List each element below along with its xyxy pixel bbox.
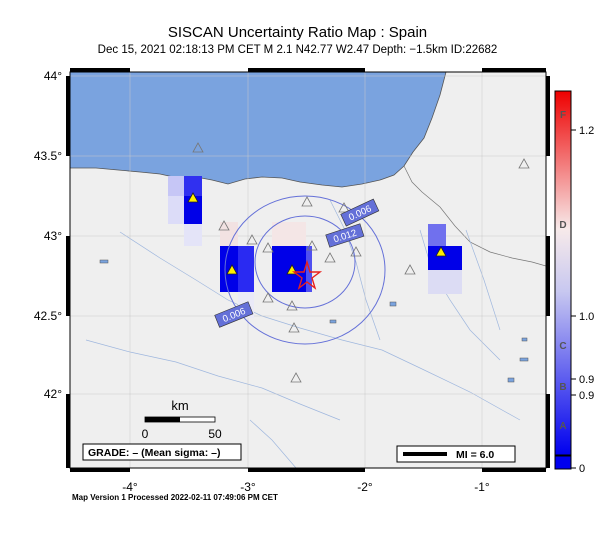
station-icon: [290, 372, 302, 383]
lon-tick-label: -3°: [240, 480, 256, 494]
station-icon: [324, 252, 336, 263]
station-icon: [338, 202, 350, 213]
colorbar-value: 1.2: [579, 125, 594, 137]
colorbar-value: 0.9: [579, 390, 594, 402]
reservoirs: [99, 259, 529, 383]
station-icon: [301, 196, 313, 207]
station-icon: [192, 142, 204, 153]
station-icon: [306, 240, 318, 251]
colorbar-letter: F: [560, 110, 566, 121]
lat-tick-label: 44°: [44, 69, 62, 83]
scale-title: km: [171, 398, 188, 413]
colorbar: F D C B A 1.2 1.0 0.9 0.9 0: [554, 90, 594, 475]
station-icon: [262, 242, 274, 253]
station-icon: [218, 220, 230, 231]
lat-tick-label: 43.5°: [34, 149, 62, 163]
lat-tick-label: 43°: [44, 229, 62, 243]
scale-tick-label: 50: [208, 427, 222, 441]
event-info: Dec 15, 2021 02:18:13 PM CET M 2.1 N42.7…: [97, 44, 498, 56]
lat-tick-label: 42.5°: [34, 309, 62, 323]
scale-bar: km 0 50: [142, 398, 222, 441]
epicenter-star-icon: [291, 259, 323, 290]
station-icon: [246, 234, 258, 245]
colorbar-letter: D: [559, 220, 566, 231]
grade-text: GRADE: – (Mean sigma: –): [88, 447, 220, 459]
station-icon: [262, 292, 274, 303]
grade-box: [82, 443, 242, 461]
station-icon: [286, 300, 298, 311]
station-icon: [518, 158, 530, 169]
used-station-icon: [226, 264, 238, 275]
colorbar-letter: B: [559, 382, 566, 393]
lon-tick-label: -4°: [122, 480, 138, 494]
uncertainty-cells: [168, 176, 462, 318]
station-icon: [288, 322, 300, 333]
lon-tick-label: -1°: [474, 480, 490, 494]
colorbar-value: 0.9: [579, 374, 594, 386]
colorbar-value: 1.0: [579, 311, 594, 323]
uncertainty-contours: [224, 195, 386, 345]
lat-tick-label: 42°: [44, 387, 62, 401]
sea-area: [70, 72, 447, 188]
colorbar-value: 0: [579, 463, 585, 475]
colorbar-letter: C: [559, 341, 566, 352]
mi-box: [396, 445, 516, 463]
map-title: SISCAN Uncertainty Ratio Map : Spain: [167, 24, 428, 41]
colorbar-letter: A: [559, 421, 566, 432]
lon-tick-label: -2°: [357, 480, 373, 494]
station-icon: [404, 264, 416, 275]
processing-note: Map Version 1 Processed 2022-02-11 07:49…: [72, 493, 278, 502]
scale-tick-label: 0: [142, 427, 149, 441]
used-station-icon: [435, 246, 447, 257]
station-icon: [350, 246, 362, 257]
country-border: [403, 165, 546, 267]
mi-text: MI = 6.0: [456, 449, 494, 461]
used-station-icon: [187, 192, 199, 203]
frame-ticks: [66, 68, 550, 472]
